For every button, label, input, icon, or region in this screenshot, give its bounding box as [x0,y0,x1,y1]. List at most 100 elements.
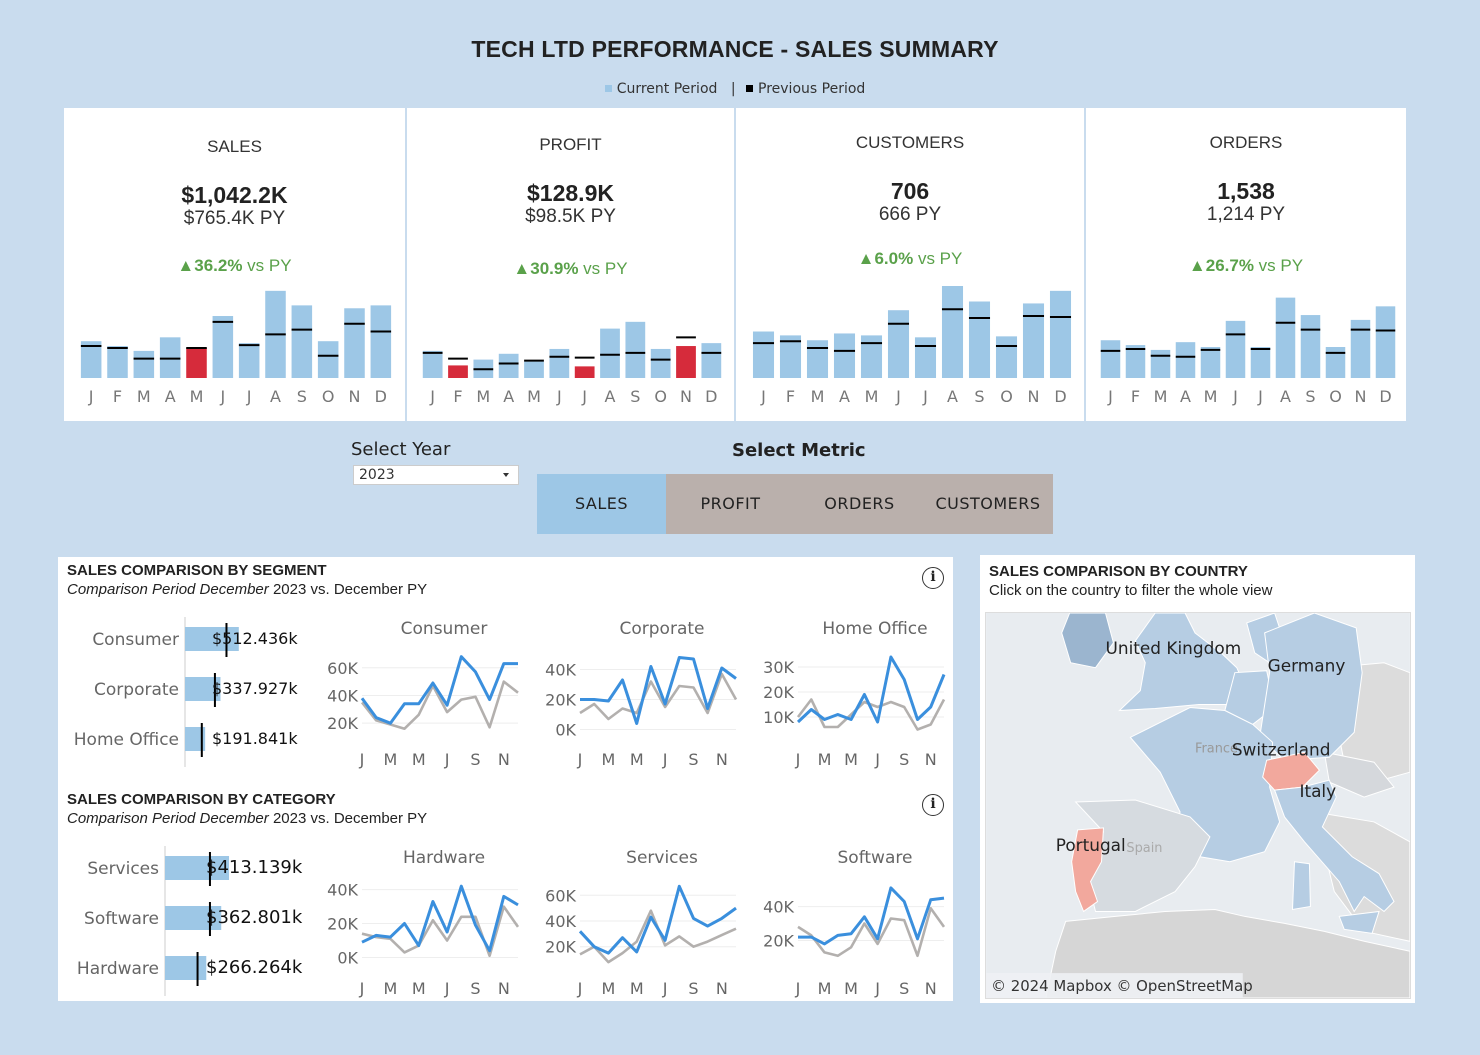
month-label: A [270,387,281,406]
current-bar [701,343,722,378]
chevron-down-icon[interactable] [503,473,509,477]
metric-button-orders[interactable]: ORDERS [795,474,924,534]
kpi-title: SALES [207,137,262,156]
metric-button-sales[interactable]: SALES [537,474,666,534]
comparison-panel: SALES COMPARISON BY SEGMENT Comparison P… [58,557,953,1001]
current-series-line [580,656,737,725]
y-tick-label: 40K [545,912,576,931]
italy-land [1273,779,1395,913]
x-tick-label: S [470,979,480,998]
x-tick-label: S [688,750,698,769]
month-label: O [1000,387,1013,406]
y-tick-label: 20K [545,691,576,710]
current-bar [1250,347,1271,378]
month-label: D [1054,387,1066,406]
y-tick-label: 10K [763,708,794,727]
x-tick-label: J [359,750,365,769]
segment-section-title: SALES COMPARISON BY SEGMENT [67,562,327,579]
current-bar [625,321,646,378]
kpi-change-suffix: vs PY [1253,256,1304,275]
kpi-title: CUSTOMERS [855,133,965,152]
current-bar [600,328,620,378]
value-label: $266.264k [206,957,303,978]
month-label: O [654,387,667,406]
segment-bar-chart: Consumer $512.436k Corporate $337.927k Home … [74,617,298,767]
current-bar [574,366,595,378]
kpi-change: ▲30.9% vs PY [407,259,734,279]
x-tick-label: M [601,979,615,998]
legend-separator: | [730,81,736,97]
month-label: J [895,387,901,406]
x-tick-label: N [498,979,510,998]
month-label: A [503,387,514,406]
sicily-land [1338,910,1380,934]
month-label: J [88,387,94,406]
portugal-land[interactable] [1071,827,1105,913]
current-series-line [578,884,737,955]
month-label: F [113,387,122,406]
subtitle-rest: vs. December PY [310,581,428,598]
map-label-switzerland: Switzerland [1232,739,1331,759]
current-bar [779,335,802,378]
y-tick-label: 20K [763,932,794,951]
category-label: Home Office [74,730,179,750]
metric-button-profit[interactable]: PROFIT [666,474,795,534]
current-bar [1049,290,1072,378]
uk-land [1118,613,1248,712]
month-label: J [1232,387,1238,406]
category-section-subtitle: Comparison Period December 2023 vs. Dece… [67,810,427,827]
month-label: M [527,387,541,406]
year-dropdown[interactable]: 2023 [353,465,519,485]
current-series-line [361,884,519,953]
month-label: A [839,387,850,406]
x-tick-label: M [412,979,426,998]
month-label: M [1204,387,1218,406]
month-label: O [1329,387,1342,406]
month-label: M [1154,387,1168,406]
month-label: S [630,387,640,406]
line-chart-title: Corporate [620,619,705,639]
month-label: J [556,387,562,406]
value-label: $337.927k [212,679,298,698]
kpi-value: $128.9K [527,180,614,206]
segment-info-icon[interactable]: i [922,567,944,589]
kpi-sales-card[interactable]: SALES $1,042.2K $765.4K PY ▲36.2% vs PY … [64,108,405,421]
line-chart-title: Home Office [822,619,927,639]
x-tick-label: S [688,979,698,998]
category-info-icon[interactable]: i [922,794,944,816]
value-label: $362.801k [206,907,303,928]
current-bar [291,305,313,378]
current-bar [676,346,696,378]
france-land [1129,707,1281,863]
page-title: TECH LTD PERFORMANCE - SALES SUMMARY [471,36,999,62]
month-label: J [1107,387,1113,406]
current-bar [238,343,260,378]
kpi-change-suffix: vs PY [578,259,628,278]
segment-section-subtitle: Comparison Period December 2023 vs. Dece… [67,581,427,598]
line-chart-title: Software [838,848,913,868]
current-bar [752,331,775,378]
subtitle-italic: Comparison Period December [67,810,269,827]
country-map[interactable]: United Kingdom Germany France Switzerlan… [985,612,1411,999]
y-tick-label: 0K [555,721,576,740]
kpi-previous-year: 666 PY [878,204,942,225]
x-tick-label: N [716,979,728,998]
line-chart-title: Hardware [403,848,485,868]
month-label: D [1379,387,1391,406]
germany-land [1259,613,1363,761]
x-tick-label: M [818,750,832,769]
metric-button-customers[interactable]: CUSTOMERS [923,474,1053,534]
ireland-land [1061,613,1114,669]
month-label: F [453,387,462,406]
kpi-title: PROFIT [539,135,602,154]
month-label: M [865,387,879,406]
month-label: N [680,387,692,406]
country-panel: SALES COMPARISON BY COUNTRY Click on the… [980,555,1415,1003]
x-tick-label: N [716,750,728,769]
